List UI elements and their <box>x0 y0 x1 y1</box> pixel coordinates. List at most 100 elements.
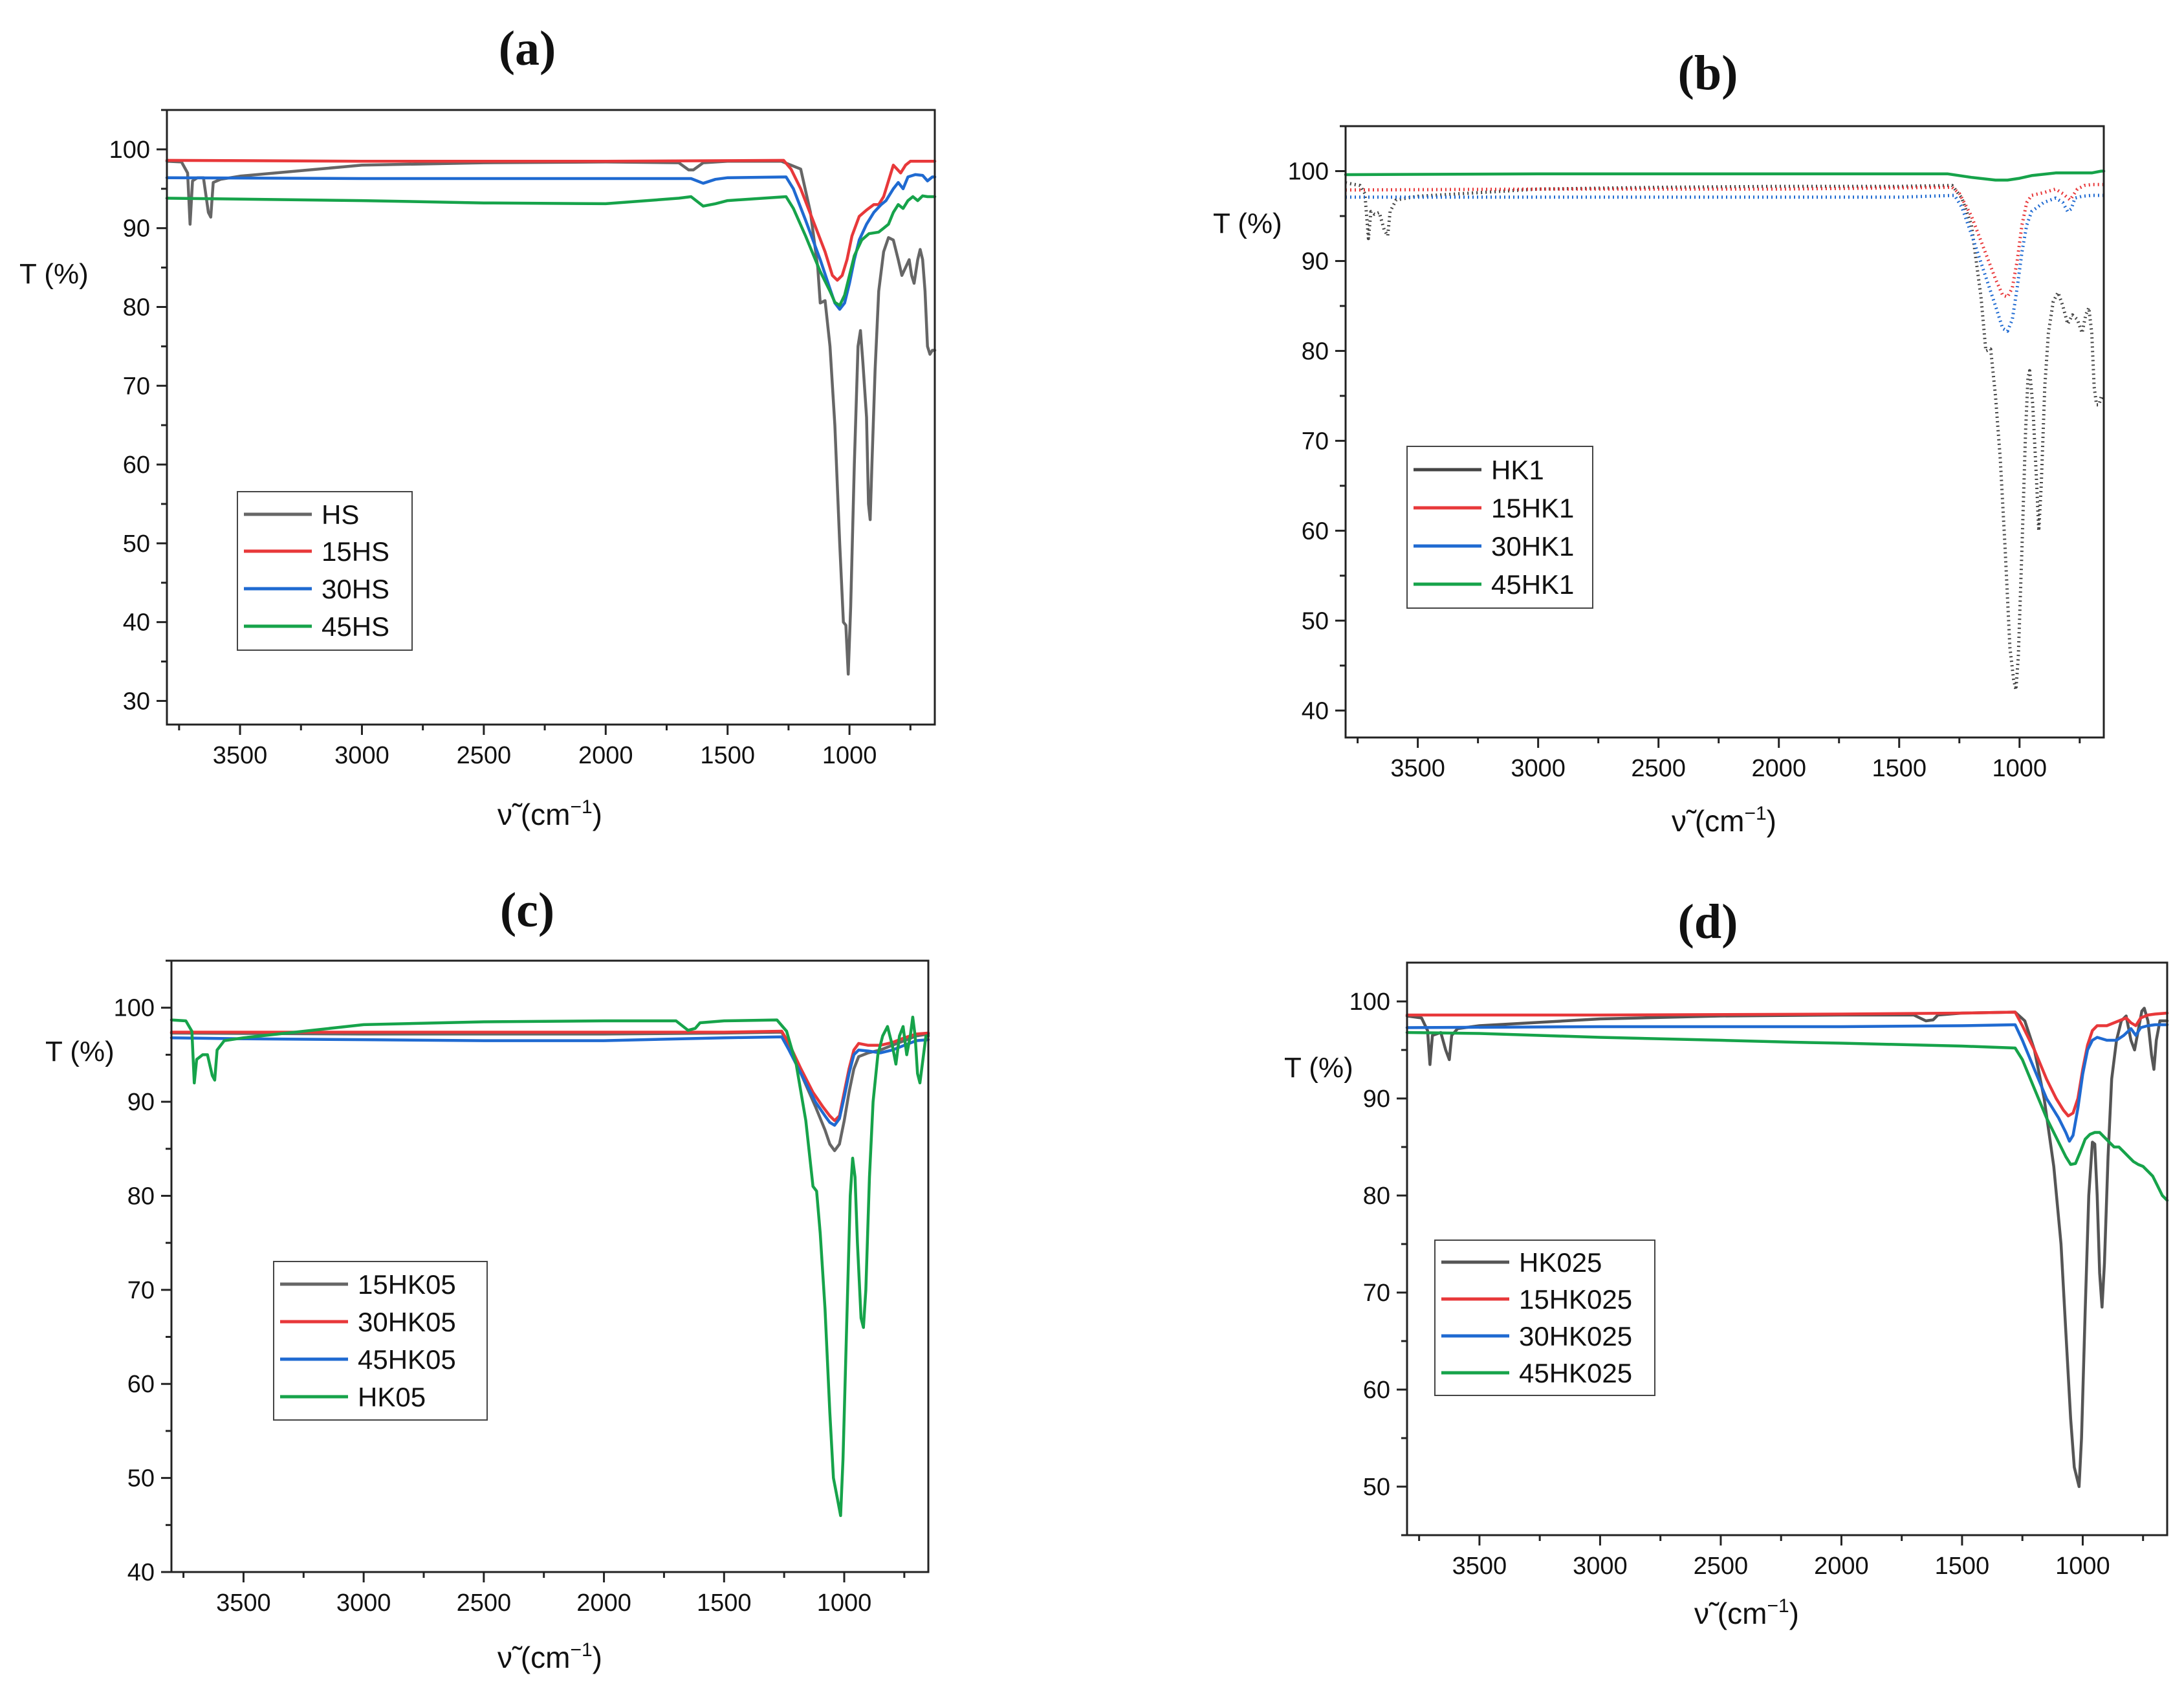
y-tick-label-b-40: 40 <box>1302 697 1329 725</box>
y-tick-label-c-80: 80 <box>127 1183 155 1210</box>
panel-c-title: (c) <box>500 883 554 937</box>
panel-a-title: (a) <box>499 21 556 76</box>
panel-b-title: (b) <box>1678 46 1738 100</box>
panel-b-plot: 40 50 60 70 80 90 100 3500 3000 2500 2000 1500 1000 <box>1288 125 2106 782</box>
legend-label-a-3: 45HS <box>322 611 389 642</box>
y-tick-label-b-100: 100 <box>1288 158 1329 185</box>
x-tick-label-c-1000: 1000 <box>817 1589 872 1617</box>
panel-d-xlabel: ν̃ (cm−1) <box>1694 1595 1799 1630</box>
y-tick-label-a-50: 50 <box>123 530 150 558</box>
y-tick-label-c-60: 60 <box>127 1371 155 1398</box>
x-tick-label-d-1000: 1000 <box>2055 1553 2110 1580</box>
y-tick-label-b-80: 80 <box>1302 338 1329 365</box>
series-line-c-3 <box>169 1015 930 1518</box>
x-tick-label-d-2000: 2000 <box>1814 1553 1869 1580</box>
x-tick-label-b-2500: 2500 <box>1631 755 1686 782</box>
y-tick-label-d-100: 100 <box>1349 988 1390 1016</box>
x-tick-label-a-1500: 1500 <box>700 742 755 769</box>
panel-d-xlabel-close: ) <box>1789 1597 1799 1630</box>
y-tick-label-b-90: 90 <box>1302 248 1329 275</box>
y-tick-label-d-70: 70 <box>1363 1280 1390 1307</box>
series-line-d-2 <box>1405 1023 2169 1143</box>
series-line-d-3 <box>1405 1031 2169 1202</box>
y-tick-label-d-50: 50 <box>1363 1474 1390 1501</box>
panel-c-xlabel-main: ν̃ (cm <box>497 1641 570 1674</box>
y-tick-label-b-70: 70 <box>1302 428 1329 455</box>
plot-frame-d <box>1406 961 2168 1536</box>
legend-box <box>273 1261 488 1421</box>
y-tick-label-b-50: 50 <box>1302 607 1329 635</box>
series-line-c-1 <box>169 1029 930 1122</box>
panel-a-legend: HS 15HS 30HS 45HS <box>237 491 413 651</box>
plot-frame-a <box>166 109 936 726</box>
y-tick-label-d-60: 60 <box>1363 1377 1390 1404</box>
series-line-b-3 <box>1344 169 2106 182</box>
x-tick-label-d-2500: 2500 <box>1694 1553 1749 1580</box>
panel-d-title: (d) <box>1678 895 1738 949</box>
x-tick-label-b-1000: 1000 <box>1993 755 2047 782</box>
panel-a-xlabel-close: ) <box>593 798 602 831</box>
y-tick-label-a-30: 30 <box>123 688 150 715</box>
legend-box <box>1434 1240 1655 1396</box>
panel-c-xlabel: ν̃ (cm−1) <box>497 1639 602 1674</box>
legend-label-a-0: HS <box>322 499 359 530</box>
x-tick-label-c-3000: 3000 <box>336 1589 391 1617</box>
legend-label-a-2: 30HS <box>322 574 389 604</box>
y-tick-label-c-90: 90 <box>127 1089 155 1116</box>
panel-d-ylabel: T (%) <box>1284 1052 1353 1084</box>
series-line-a-3 <box>165 194 937 307</box>
x-tick-label-b-2000: 2000 <box>1751 755 1806 782</box>
legend-label-c-3: HK05 <box>358 1382 426 1412</box>
legend-label-d-1: 15HK025 <box>1519 1284 1632 1315</box>
panel-a-xlabel: ν̃ (cm−1) <box>497 796 602 831</box>
panel-a-xlabel-sup: −1 <box>570 796 592 818</box>
x-tick-label-d-3000: 3000 <box>1573 1553 1628 1580</box>
x-tick-label-c-2000: 2000 <box>576 1589 631 1617</box>
panel-b-xlabel-close: ) <box>1767 804 1776 838</box>
x-tick-label-a-3500: 3500 <box>213 742 268 769</box>
y-tick-label-d-90: 90 <box>1363 1086 1390 1113</box>
x-tick-label-b-3500: 3500 <box>1390 755 1445 782</box>
x-tick-label-c-3500: 3500 <box>216 1589 271 1617</box>
x-tick-label-d-3500: 3500 <box>1452 1553 1507 1580</box>
panel-c-plot: 40 50 60 70 80 90 100 3500 3000 2500 2000 1500 1000 <box>114 959 930 1617</box>
legend-box <box>1406 446 1593 609</box>
x-tick-label-a-2000: 2000 <box>578 742 633 769</box>
panel-a-xlabel-main: ν̃ (cm <box>497 798 570 831</box>
legend-label-b-1: 15HK1 <box>1491 493 1574 523</box>
legend-box <box>237 491 413 651</box>
panel-c-ylabel: T (%) <box>45 1036 115 1067</box>
x-tick-label-c-2500: 2500 <box>457 1589 512 1617</box>
legend-label-d-2: 30HK025 <box>1519 1321 1632 1351</box>
panel-d-legend: HK025 15HK025 30HK025 45HK025 <box>1434 1240 1655 1396</box>
series-line-a-0 <box>165 159 937 676</box>
x-tick-label-d-1500: 1500 <box>1935 1553 1990 1580</box>
x-tick-label-a-3000: 3000 <box>334 742 389 769</box>
series-line-b-0 <box>1345 181 2105 692</box>
panel-b-xlabel: ν̃ (cm−1) <box>1672 803 1776 838</box>
panel-d-plot: 50 60 70 80 90 100 3500 3000 2500 2000 1500 1000 <box>1349 961 2169 1580</box>
panel-b-ylabel: T (%) <box>1213 208 1282 239</box>
panel-d-xlabel-main: ν̃ (cm <box>1694 1597 1767 1630</box>
panel-a-ylabel: T (%) <box>19 258 89 290</box>
legend-label-b-2: 30HK1 <box>1491 531 1574 562</box>
panel-b-legend: HK1 15HK1 30HK1 45HK1 <box>1406 446 1593 609</box>
y-tick-label-c-40: 40 <box>127 1559 155 1586</box>
y-tick-label-a-100: 100 <box>109 137 150 164</box>
panel-d: (d) T (%) ν̃ (cm−1) 50 60 70 80 90 100 3500 300… <box>1284 895 2169 1630</box>
legend-label-d-3: 45HK025 <box>1519 1358 1632 1388</box>
legend-label-b-3: 45HK1 <box>1491 569 1574 600</box>
legend-label-d-0: HK025 <box>1519 1247 1602 1278</box>
legend-label-c-2: 45HK05 <box>358 1344 456 1375</box>
panel-c: (c) T (%) ν̃ (cm−1) 40 50 60 70 80 90 100 3500 3… <box>45 883 930 1674</box>
legend-label-b-0: HK1 <box>1491 455 1544 485</box>
panel-d-xlabel-sup: −1 <box>1767 1595 1789 1617</box>
plot-frame-c <box>170 959 930 1573</box>
x-tick-label-a-1000: 1000 <box>822 742 877 769</box>
legend-label-c-0: 15HK05 <box>358 1269 456 1300</box>
panel-c-xlabel-close: ) <box>593 1641 602 1674</box>
y-tick-label-c-100: 100 <box>114 995 155 1022</box>
y-tick-label-a-70: 70 <box>123 373 150 400</box>
